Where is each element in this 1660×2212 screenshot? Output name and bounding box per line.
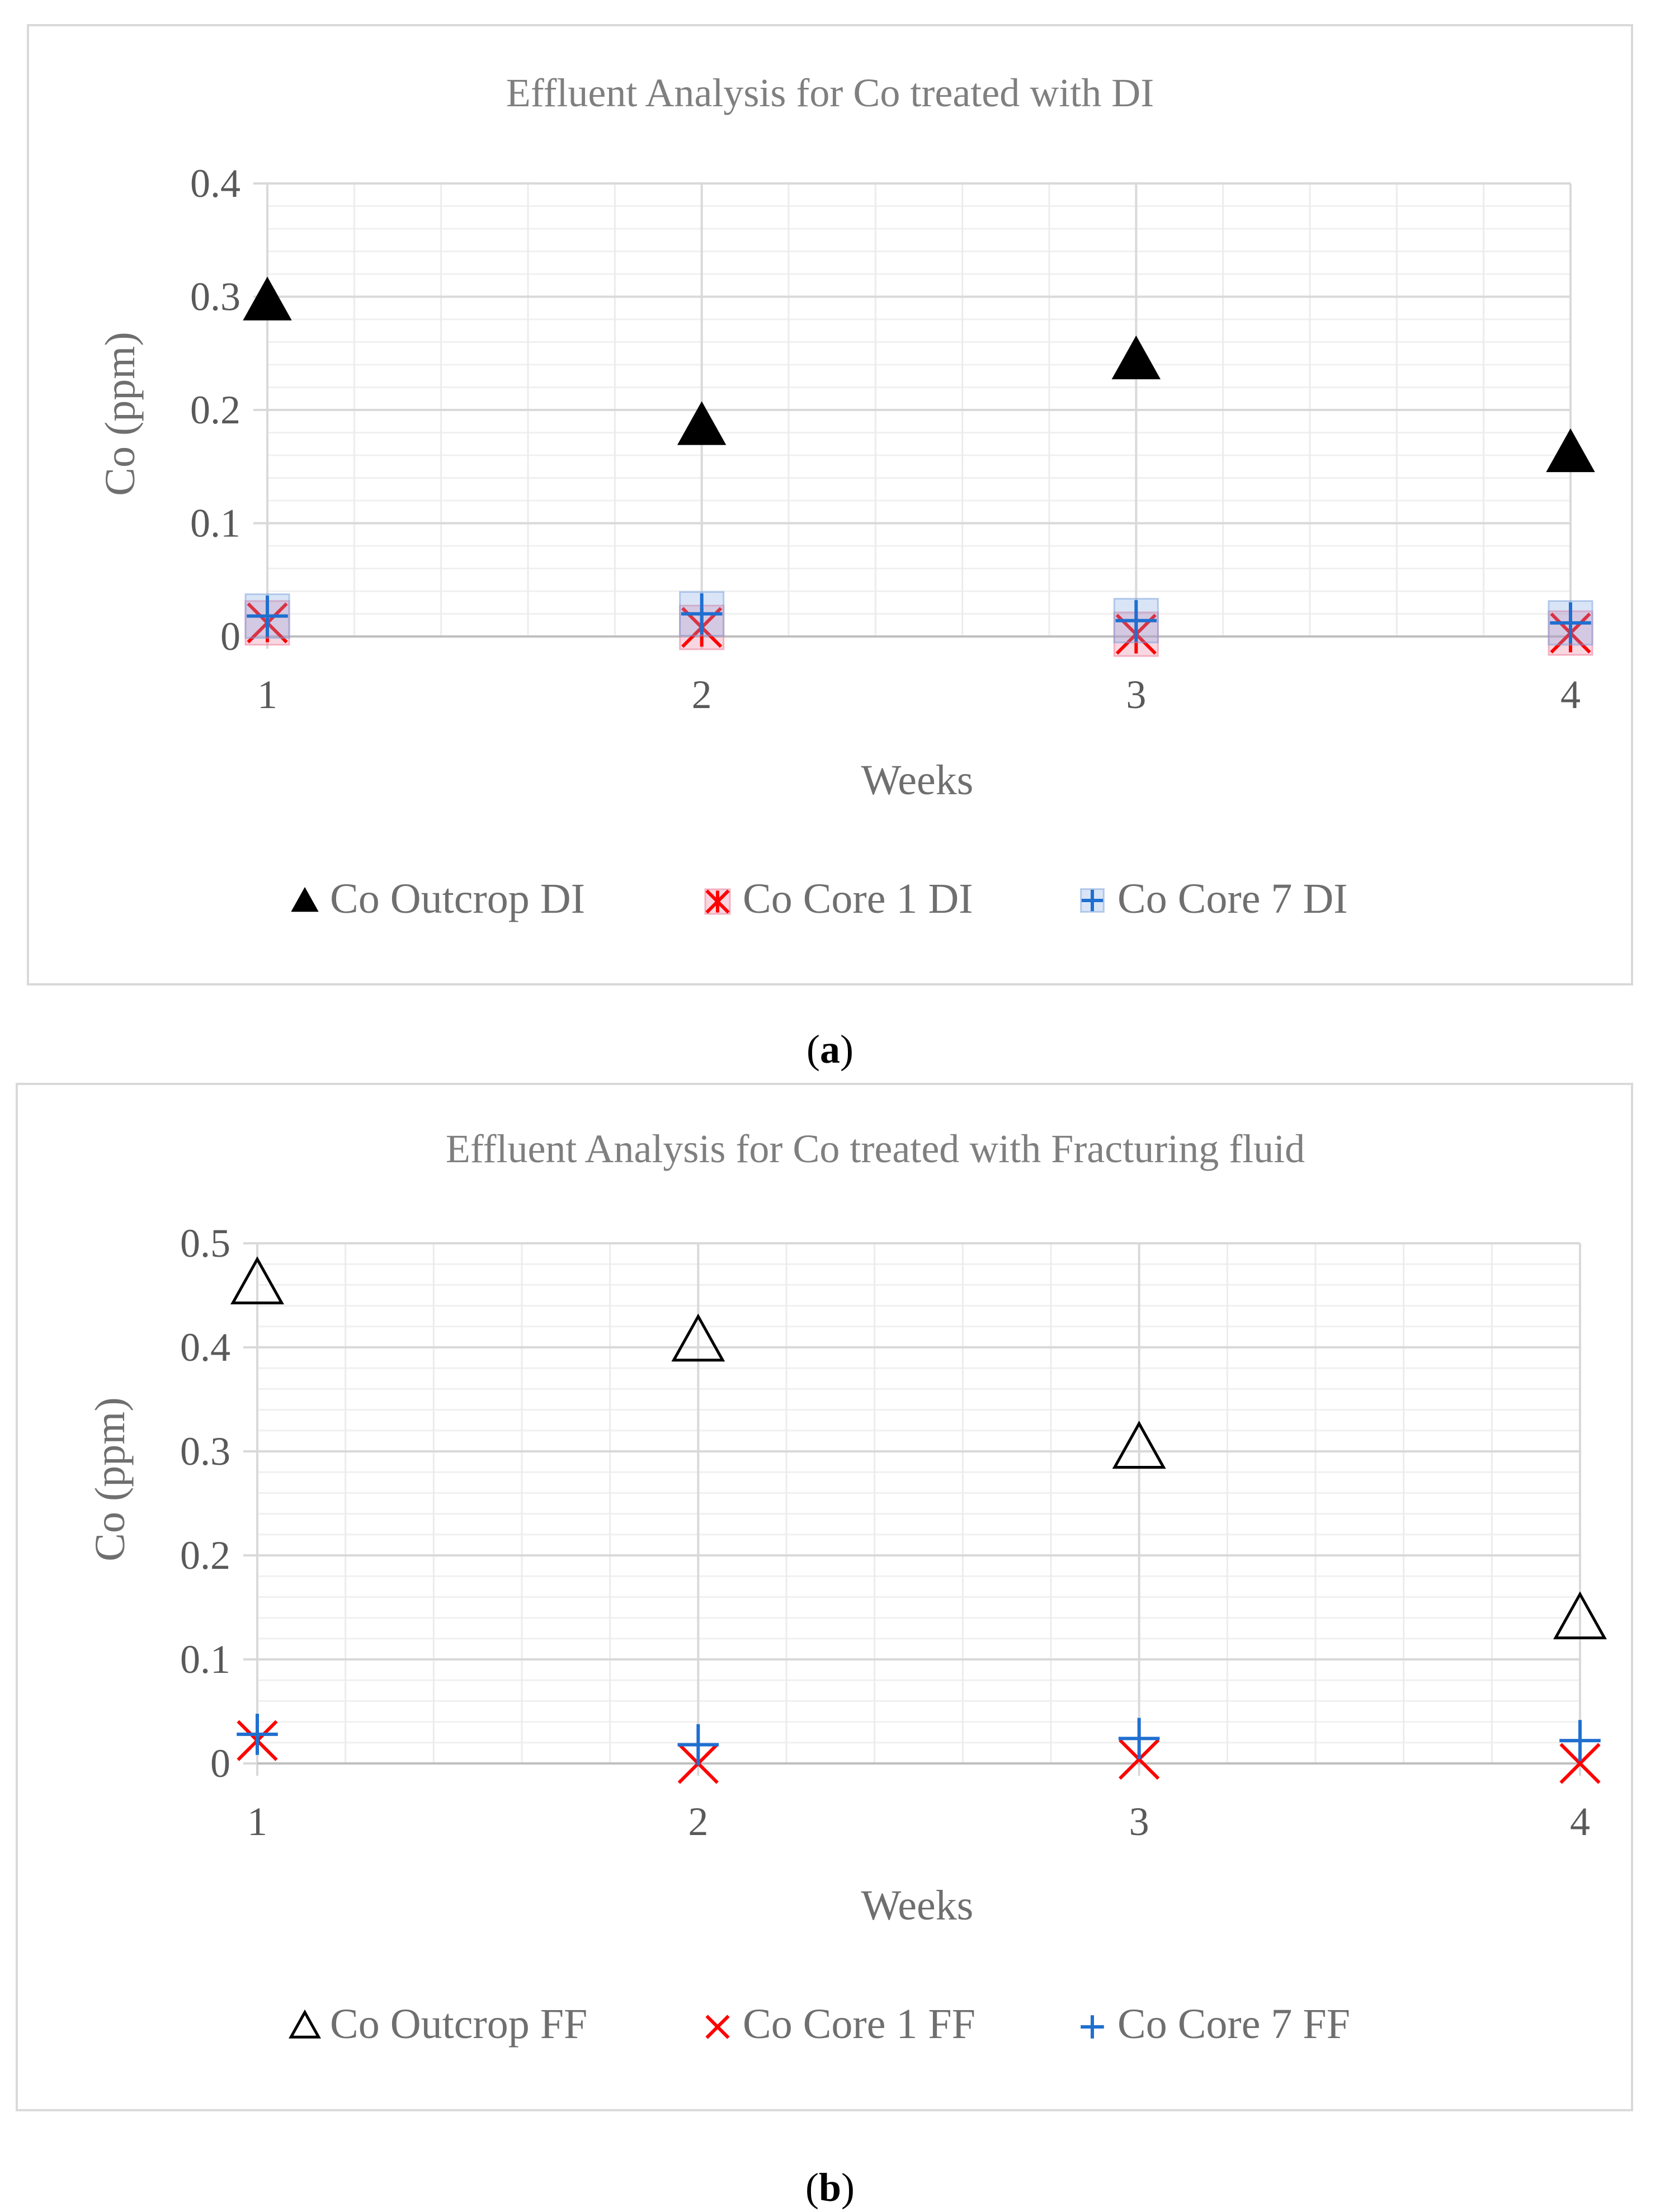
x-tick-label: 1: [247, 1799, 267, 1844]
panel-b-x-ticks: 1 2 3 4: [247, 1799, 1590, 1844]
data-point-co-outcrop-ff-week-2: [671, 1313, 725, 1362]
legend-label: Co Core 1 FF: [743, 2001, 975, 2048]
panel-b-y-ticks: 0 0.1 0.2 0.3 0.4 0.5: [180, 1221, 230, 1786]
data-point-co-core-7-di-week-3: [1113, 598, 1159, 644]
legend-label: Co Outcrop FF: [330, 2001, 587, 2048]
data-point-co-core-7-di-week-4: [1548, 600, 1593, 646]
panel-b-data-points: [230, 1256, 1607, 1784]
data-point-co-core-7-di-week-1: [244, 593, 290, 639]
panel-b-caption: (b): [805, 2165, 855, 2210]
panel-b-x-axis-label: Weeks: [861, 1882, 974, 1929]
x-tick-label: 3: [1126, 672, 1146, 717]
legend-label: Co Core 7 DI: [1117, 875, 1348, 922]
y-tick-label: 0: [210, 1741, 230, 1786]
legend-marker-co-core-7-di: [1080, 888, 1105, 913]
data-point-co-core-7-ff-week-1: [237, 1714, 278, 1755]
data-point-co-core-1-ff-week-4: [1559, 1743, 1601, 1784]
panel-b-gridlines: [243, 1242, 1581, 1776]
panel-b-legend: Co Outcrop FF Co Core 1 FF Co Core 7 FF: [289, 2001, 1350, 2048]
data-point-co-outcrop-di-week-2: [677, 401, 727, 445]
x-tick-label: 4: [1570, 1799, 1590, 1844]
legend-marker-co-outcrop-di: [291, 887, 319, 912]
panel-a-frame: [27, 24, 1633, 985]
data-point-co-core-7-ff-week-3: [1118, 1718, 1160, 1760]
y-tick-label: 0.4: [190, 161, 240, 206]
y-tick-label: 0.3: [180, 1429, 230, 1474]
panel-a-y-ticks: 0 0.1 0.2 0.3 0.4: [190, 161, 240, 659]
panel-a-x-ticks: 1 2 3 4: [257, 672, 1581, 717]
legend-label: Co Outcrop DI: [330, 875, 585, 922]
y-tick-label: 0.2: [190, 388, 240, 432]
x-tick-label: 2: [688, 1799, 708, 1844]
x-tick-label: 3: [1129, 1799, 1149, 1844]
panel-a-caption: (a): [807, 1027, 853, 1072]
legend-marker-co-outcrop-ff: [289, 2009, 321, 2039]
y-tick-label: 0: [220, 614, 240, 659]
legend-label: Co Core 1 DI: [743, 875, 973, 922]
panel-a-gridlines: [253, 182, 1572, 649]
data-point-co-outcrop-ff-week-4: [1553, 1591, 1607, 1640]
panel-a-x-axis-label: Weeks: [861, 757, 974, 804]
legend-marker-co-core-7-ff: [1081, 2015, 1104, 2039]
y-tick-label: 0.3: [190, 275, 240, 319]
panel-b-title: Effluent Analysis for Co treated with Fr…: [446, 1126, 1305, 1171]
x-tick-label: 2: [692, 672, 712, 717]
y-tick-label: 0.5: [180, 1221, 230, 1266]
panel-a-data-points: [243, 276, 1595, 657]
legend-marker-co-core-1-ff: [705, 2015, 730, 2039]
y-tick-label: 0.1: [190, 501, 240, 546]
data-point-co-core-7-ff-week-2: [677, 1724, 719, 1766]
panel-b-y-axis-label: Co (ppm): [87, 1397, 134, 1561]
x-tick-label: 4: [1560, 672, 1581, 717]
data-point-co-outcrop-ff-week-3: [1112, 1421, 1166, 1469]
y-tick-label: 0.1: [180, 1637, 230, 1682]
panel-a-title: Effluent Analysis for Co treated with DI: [506, 70, 1154, 115]
y-tick-label: 0.4: [180, 1325, 230, 1370]
panel-a-legend: Co Outcrop DI Co Core 1 DI Co Core 7 DI: [291, 875, 1348, 922]
data-point-co-outcrop-ff-week-1: [230, 1256, 284, 1305]
data-point-co-core-7-ff-week-4: [1559, 1720, 1601, 1761]
data-point-co-outcrop-di-week-3: [1111, 335, 1161, 380]
data-point-co-outcrop-di-week-4: [1546, 428, 1595, 473]
y-tick-label: 0.2: [180, 1533, 230, 1578]
panel-a-caption-letter: a: [820, 1027, 840, 1072]
legend-label: Co Core 7 FF: [1117, 2001, 1350, 2048]
data-point-co-outcrop-di-week-1: [243, 276, 292, 320]
panel-a-y-axis-label: Co (ppm): [97, 332, 144, 496]
data-point-co-core-1-ff-week-3: [1119, 1738, 1160, 1780]
data-point-co-core-7-di-week-2: [679, 591, 725, 637]
panel-a-chart: Effluent Analysis for Co treated with DI…: [27, 24, 1633, 985]
x-tick-label: 1: [257, 672, 277, 717]
panel-b-caption-letter: b: [819, 2165, 841, 2210]
legend-marker-co-core-1-di: [704, 888, 731, 915]
panel-b-chart: Effluent Analysis for Co treated with Fr…: [16, 1083, 1633, 2111]
